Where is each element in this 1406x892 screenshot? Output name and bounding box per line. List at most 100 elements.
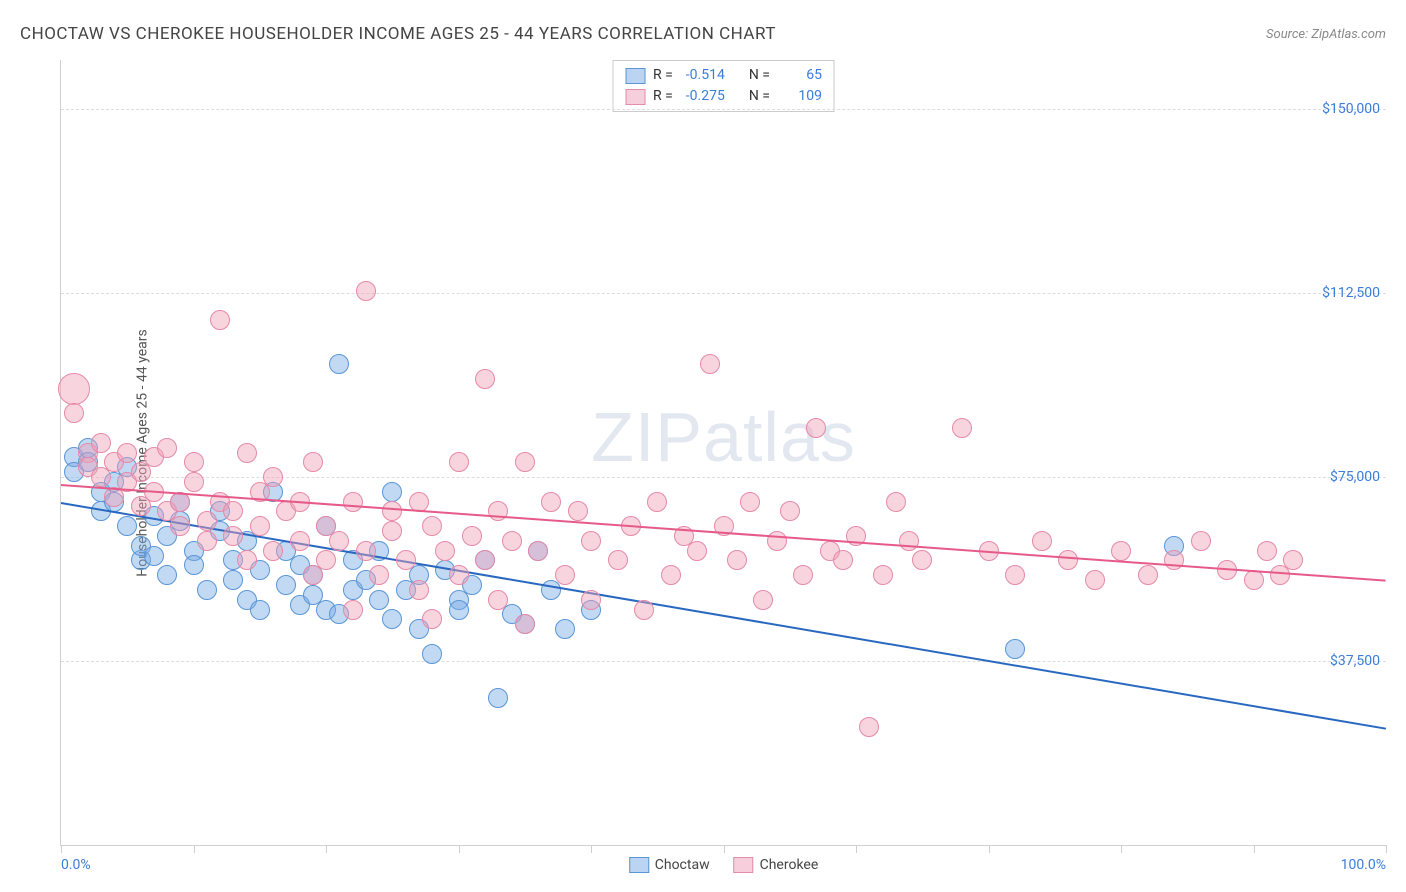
gridline-h [61, 293, 1386, 294]
scatter-point [952, 418, 972, 438]
scatter-point [740, 492, 760, 512]
scatter-point [449, 600, 469, 620]
scatter-point [343, 600, 363, 620]
scatter-point [581, 531, 601, 551]
legend-label-cherokee: Cherokee [760, 857, 819, 873]
scatter-point [1005, 565, 1025, 585]
scatter-point [157, 565, 177, 585]
scatter-point [117, 443, 137, 463]
y-tick-label: $112,500 [1322, 285, 1380, 301]
swatch-cherokee [625, 89, 645, 105]
scatter-point [369, 590, 389, 610]
scatter-point [859, 717, 879, 737]
scatter-point [184, 555, 204, 575]
n-label-1: N = [749, 65, 770, 86]
n-value-2: 109 [778, 86, 822, 107]
scatter-point [899, 531, 919, 551]
x-tick [856, 845, 857, 853]
scatter-point [1005, 639, 1025, 659]
scatter-point [608, 550, 628, 570]
x-tick [1254, 845, 1255, 853]
x-tick [1121, 845, 1122, 853]
scatter-point [64, 403, 84, 423]
scatter-point [555, 565, 575, 585]
correlation-legend: R = -0.514 N = 65 R = -0.275 N = 109 [612, 60, 835, 112]
r-value-2: -0.275 [681, 86, 725, 107]
scatter-point [647, 492, 667, 512]
r-label-1: R = [653, 65, 673, 86]
scatter-point [58, 373, 90, 405]
scatter-point [568, 501, 588, 521]
scatter-point [581, 590, 601, 610]
x-tick [1386, 845, 1387, 853]
scatter-point [1283, 550, 1303, 570]
scatter-point [343, 492, 363, 512]
gridline-h [61, 109, 1386, 110]
scatter-point [555, 619, 575, 639]
scatter-point [303, 452, 323, 472]
scatter-point [396, 550, 416, 570]
scatter-point [144, 546, 164, 566]
scatter-point [422, 516, 442, 536]
scatter-point [475, 369, 495, 389]
x-min-label: 0.0% [61, 857, 91, 873]
legend-row-choctaw: R = -0.514 N = 65 [625, 65, 822, 86]
scatter-point [263, 467, 283, 487]
scatter-point [184, 472, 204, 492]
scatter-point [382, 609, 402, 629]
scatter-point [1085, 570, 1105, 590]
scatter-point [1164, 550, 1184, 570]
scatter-point [157, 438, 177, 458]
scatter-point [661, 565, 681, 585]
scatter-point [515, 452, 535, 472]
x-tick [326, 845, 327, 853]
legend-item-choctaw: Choctaw [629, 857, 710, 873]
x-tick [61, 845, 62, 853]
scatter-point [237, 550, 257, 570]
scatter-point [382, 521, 402, 541]
scatter-point [276, 575, 296, 595]
chart-header: CHOCTAW VS CHEROKEE HOUSEHOLDER INCOME A… [20, 24, 1386, 44]
chart-container: Householder Income Ages 25 - 44 years ZI… [60, 60, 1386, 846]
series-legend: Choctaw Cherokee [629, 857, 819, 873]
scatter-point [833, 550, 853, 570]
scatter-point [767, 531, 787, 551]
scatter-point [700, 354, 720, 374]
scatter-point [382, 501, 402, 521]
scatter-point [1032, 531, 1052, 551]
scatter-point [356, 541, 376, 561]
legend-label-choctaw: Choctaw [655, 857, 710, 873]
scatter-point [541, 492, 561, 512]
scatter-point [912, 550, 932, 570]
legend-item-cherokee: Cherokee [734, 857, 819, 873]
scatter-point [91, 433, 111, 453]
chart-title: CHOCTAW VS CHEROKEE HOUSEHOLDER INCOME A… [20, 24, 776, 44]
swatch-cherokee-b [734, 857, 754, 873]
x-tick [989, 845, 990, 853]
plot-area: Householder Income Ages 25 - 44 years ZI… [60, 60, 1386, 846]
scatter-point [873, 565, 893, 585]
x-tick [724, 845, 725, 853]
scatter-point [316, 550, 336, 570]
scatter-point [753, 590, 773, 610]
scatter-point [488, 688, 508, 708]
scatter-point [197, 531, 217, 551]
scatter-point [488, 501, 508, 521]
scatter-point [1257, 541, 1277, 561]
n-label-2: N = [749, 86, 770, 107]
scatter-point [409, 580, 429, 600]
source-attribution: Source: ZipAtlas.com [1266, 27, 1386, 42]
scatter-point [250, 600, 270, 620]
scatter-point [1111, 541, 1131, 561]
scatter-point [1191, 531, 1211, 551]
scatter-point [197, 580, 217, 600]
scatter-point [223, 526, 243, 546]
scatter-point [290, 531, 310, 551]
scatter-point [170, 516, 190, 536]
x-tick [459, 845, 460, 853]
y-tick-label: $75,000 [1330, 469, 1380, 485]
scatter-point [237, 443, 257, 463]
scatter-point [263, 541, 283, 561]
scatter-point [329, 531, 349, 551]
scatter-point [780, 501, 800, 521]
